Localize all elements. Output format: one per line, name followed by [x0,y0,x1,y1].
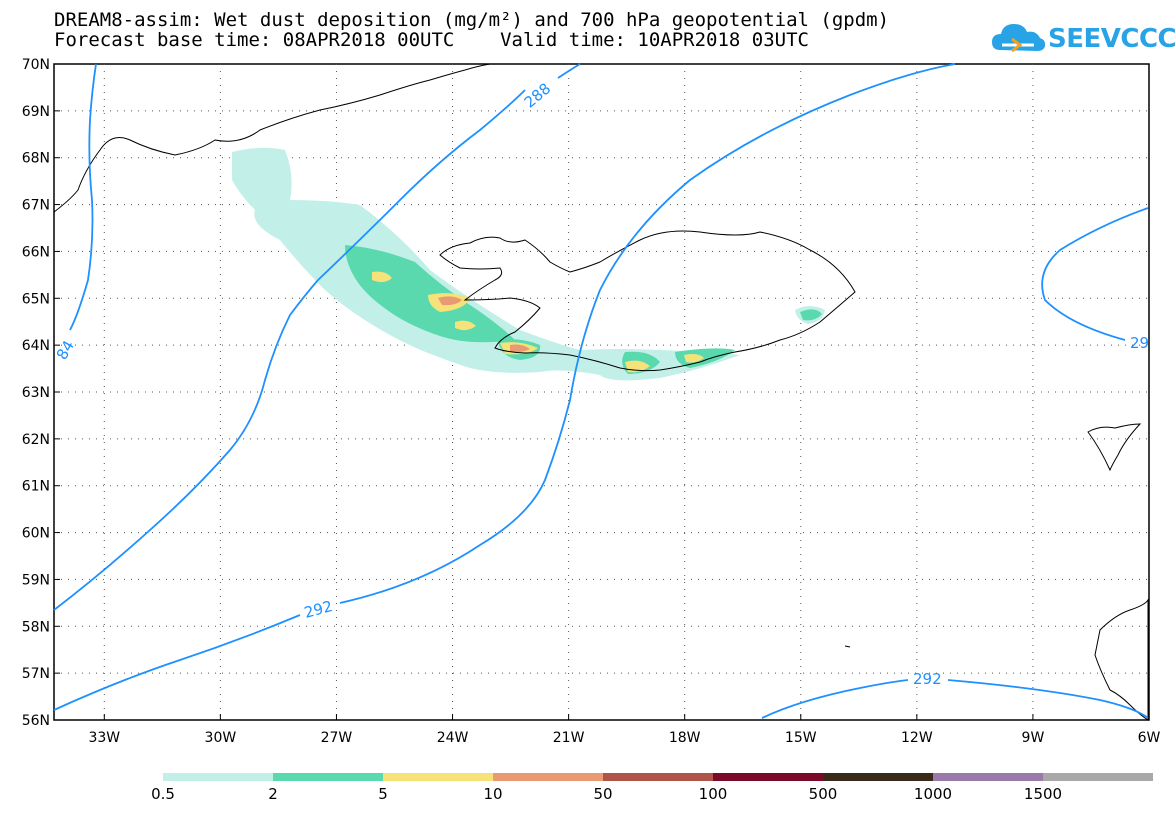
cloud-logo-icon [992,24,1046,53]
scotland-coast [1094,598,1149,721]
dust-band-5 [455,320,476,331]
legend-colorbar [163,773,1153,781]
legend-threshold-label: 10 [483,785,503,803]
contour-label-292: 292 [913,670,942,688]
lat-label: 64N [22,338,50,354]
legend-swatch [713,773,823,781]
lon-label: 12W [901,730,933,746]
lat-label: 61N [22,479,50,495]
legend-threshold-label: 1500 [1023,785,1063,803]
lon-label: 15W [785,730,817,746]
lon-label: 33W [88,730,120,746]
map-subtitle: Forecast base time: 08APR2018 00UTC Vali… [54,29,809,51]
dust-band-2 [345,245,515,343]
lon-label: 27W [321,730,353,746]
logo-text: SEEVCCC [1048,24,1175,54]
dust-band-2 [675,348,735,368]
legend-threshold-label: 2 [268,785,278,803]
lon-label: 6W [1138,730,1161,746]
lat-label: 57N [22,666,50,682]
legend-threshold-label: 0.5 [151,785,175,803]
lat-label: 58N [22,619,50,635]
contour-292 [761,679,1149,719]
lat-label: 68N [22,151,50,167]
legend-swatch [933,773,1043,781]
legend-threshold-label: 5 [378,785,388,803]
legend-swatch [163,773,273,781]
legend-threshold-label: 1000 [913,785,953,803]
faroe-coast [1087,423,1142,472]
lat-label: 56N [22,713,50,729]
dust-band-2 [800,309,822,321]
geopotential-contours [53,63,1149,719]
legend-swatch [493,773,603,781]
lon-label: 21W [553,730,585,746]
island-coast [844,645,851,648]
iceland-coast [439,230,856,372]
dust-band-0.5 [232,147,740,381]
contour-292 [53,63,956,711]
contour-288 [53,279,319,611]
lat-label: 62N [22,432,50,448]
lat-label: 60N [22,526,50,542]
lat-label: 69N [22,104,50,120]
lat-label: 70N [22,57,50,73]
legend-threshold-label: 500 [808,785,838,803]
lat-label: 59N [22,572,50,588]
legend-threshold-label: 100 [698,785,728,803]
legend-swatch [1043,773,1153,781]
contour-292 [1041,207,1149,341]
lat-label: 67N [22,198,50,214]
dust-deposition-field [232,147,825,381]
legend-swatch [823,773,933,781]
lat-label: 66N [22,244,50,260]
dust-band-10 [510,344,530,353]
longitude-labels: 33W 30W 27W 24W 21W 18W 15W 12W 9W 6W [88,714,1161,746]
dust-band-5 [372,271,392,283]
lon-label: 24W [437,730,469,746]
plot-frame [53,63,1150,721]
legend-swatch [273,773,383,781]
contour-288 [317,63,581,281]
lon-label: 30W [205,730,237,746]
map-title: DREAM8-assim: Wet dust deposition (mg/m²… [54,9,890,31]
greenland-coast [53,63,491,213]
contour-label-296: 29 [1130,334,1149,352]
seevccc-logo: SEEVCCC [990,18,1175,58]
latitude-labels: 70N 69N 68N 67N 66N 65N 64N 63N 62N 61N 60N 59N 58N 5… [22,57,60,729]
lon-label: 9W [1022,730,1045,746]
legend-swatch [603,773,713,781]
legend-swatch [383,773,493,781]
lon-label: 18W [669,730,701,746]
contour-284 [69,63,97,331]
legend-threshold-label: 50 [593,785,613,803]
coastlines [53,63,1149,721]
gridlines [54,64,1149,720]
dust-band-10 [438,296,462,306]
dust-band-5 [684,354,704,363]
lat-label: 65N [22,291,50,307]
lat-label: 63N [22,385,50,401]
